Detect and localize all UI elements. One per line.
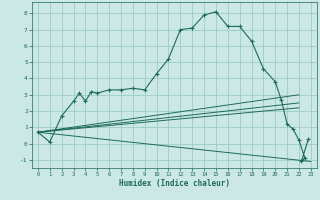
- X-axis label: Humidex (Indice chaleur): Humidex (Indice chaleur): [119, 179, 230, 188]
